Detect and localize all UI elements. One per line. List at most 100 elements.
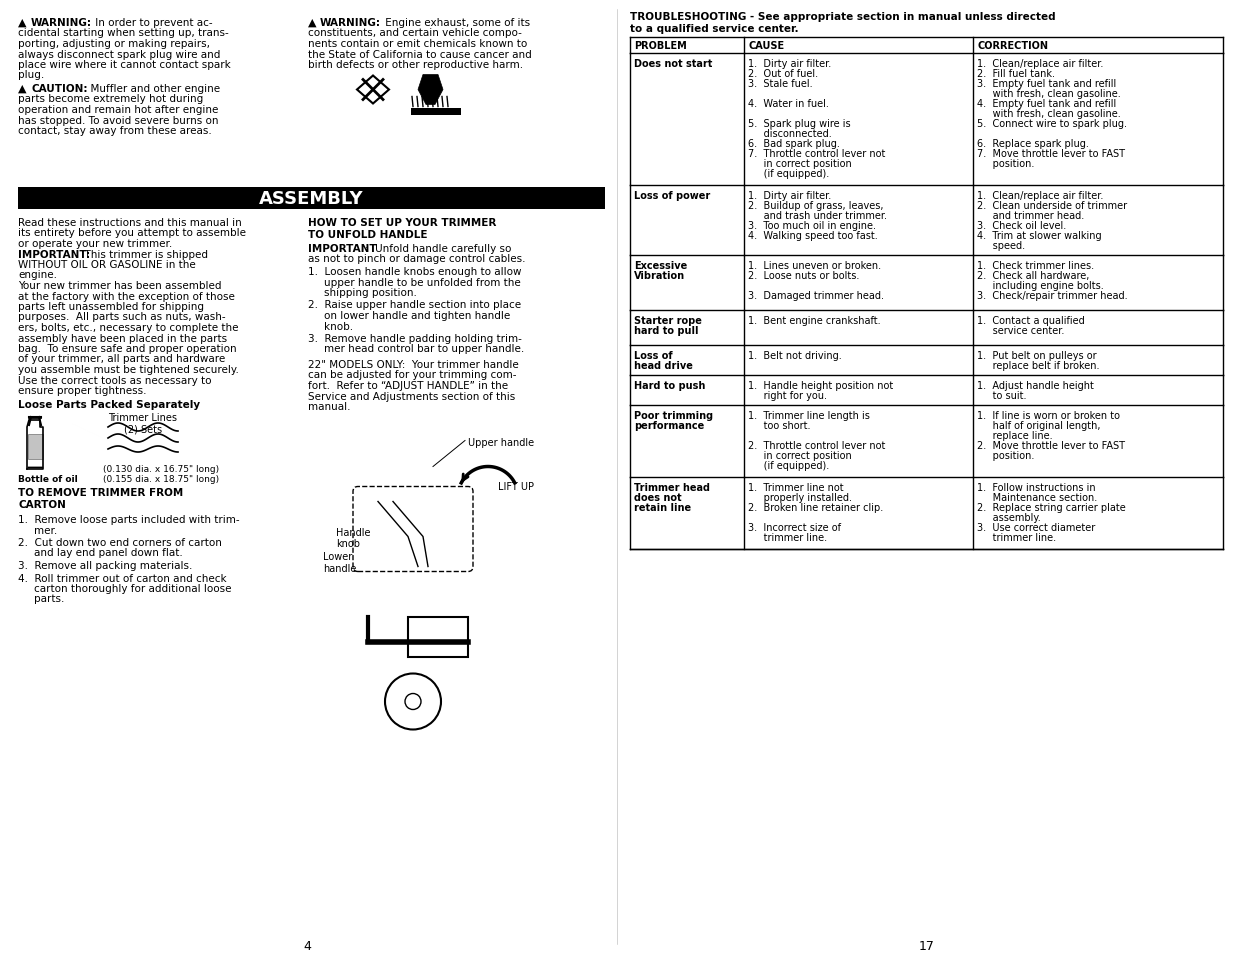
Text: service center.: service center.	[977, 326, 1065, 335]
Text: 3.  Use correct diameter: 3. Use correct diameter	[977, 522, 1095, 533]
Text: knob.: knob.	[324, 321, 353, 331]
Text: :  Unfold handle carefully so: : Unfold handle carefully so	[366, 244, 511, 253]
Text: 2.  Replace string carrier plate: 2. Replace string carrier plate	[977, 502, 1126, 513]
Text: position.: position.	[977, 451, 1035, 460]
Polygon shape	[417, 75, 443, 106]
Text: This trimmer is shipped: This trimmer is shipped	[78, 250, 207, 259]
Text: 2.  Raise upper handle section into place: 2. Raise upper handle section into place	[308, 300, 521, 310]
Text: contact, stay away from these areas.: contact, stay away from these areas.	[19, 126, 211, 136]
Text: 3.  Check oil level.: 3. Check oil level.	[977, 221, 1066, 231]
Text: trimmer line.: trimmer line.	[748, 533, 827, 542]
Text: 2.  Buildup of grass, leaves,: 2. Buildup of grass, leaves,	[748, 201, 883, 211]
Text: or operate your new trimmer.: or operate your new trimmer.	[19, 239, 172, 249]
Text: 2.  Throttle control lever not: 2. Throttle control lever not	[748, 440, 885, 451]
Text: Loss of: Loss of	[634, 351, 673, 360]
Text: 2.  Move throttle lever to FAST: 2. Move throttle lever to FAST	[977, 440, 1125, 451]
Text: Excessive: Excessive	[634, 261, 687, 271]
Text: 1.  Handle height position not: 1. Handle height position not	[748, 380, 893, 391]
Text: Engine exhaust, some of its: Engine exhaust, some of its	[382, 18, 530, 28]
Text: CORRECTION: CORRECTION	[977, 41, 1049, 51]
Text: 1.  Clean/replace air filter.: 1. Clean/replace air filter.	[977, 191, 1103, 201]
Text: (if equipped).: (if equipped).	[748, 169, 829, 179]
Text: 4: 4	[303, 939, 311, 952]
Text: half of original length,: half of original length,	[977, 420, 1100, 431]
Text: fort.  Refer to “ADJUST HANDLE” in the: fort. Refer to “ADJUST HANDLE” in the	[308, 380, 508, 391]
Text: TO REMOVE TRIMMER FROM: TO REMOVE TRIMMER FROM	[19, 488, 183, 497]
Text: 4.  Roll trimmer out of carton and check: 4. Roll trimmer out of carton and check	[19, 573, 227, 583]
Text: too short.: too short.	[748, 420, 810, 431]
Text: ASSEMBLY: ASSEMBLY	[259, 190, 364, 208]
Text: 1.  Check trimmer lines.: 1. Check trimmer lines.	[977, 261, 1094, 271]
Text: and lay end panel down flat.: and lay end panel down flat.	[35, 548, 183, 558]
Text: in correct position: in correct position	[748, 159, 852, 169]
Text: upper handle to be unfolded from the: upper handle to be unfolded from the	[324, 277, 521, 287]
Text: 6.  Replace spark plug.: 6. Replace spark plug.	[977, 139, 1089, 149]
Text: its entirety before you attempt to assemble: its entirety before you attempt to assem…	[19, 229, 246, 238]
Text: WARNING:: WARNING:	[31, 18, 91, 28]
Text: operation and remain hot after engine: operation and remain hot after engine	[19, 105, 219, 115]
Text: replace line.: replace line.	[977, 431, 1052, 440]
Text: ▲: ▲	[19, 18, 26, 28]
Text: speed.: speed.	[977, 241, 1025, 251]
Text: Poor trimming: Poor trimming	[634, 411, 713, 420]
Text: 17: 17	[919, 939, 935, 952]
Text: 1.  Bent engine crankshaft.: 1. Bent engine crankshaft.	[748, 315, 881, 326]
Text: 3.  Too much oil in engine.: 3. Too much oil in engine.	[748, 221, 876, 231]
Text: trimmer line.: trimmer line.	[977, 533, 1056, 542]
Text: retain line: retain line	[634, 502, 692, 513]
Text: 1.  Put belt on pulleys or: 1. Put belt on pulleys or	[977, 351, 1097, 360]
Text: 7.  Move throttle lever to FAST: 7. Move throttle lever to FAST	[977, 149, 1125, 159]
Bar	[411, 109, 461, 115]
Text: position.: position.	[977, 159, 1035, 169]
Text: 3.  Incorrect size of: 3. Incorrect size of	[748, 522, 841, 533]
Text: 1.  Trimmer line length is: 1. Trimmer line length is	[748, 411, 869, 420]
Text: ers, bolts, etc., necessary to complete the: ers, bolts, etc., necessary to complete …	[19, 323, 238, 333]
Text: 3.  Remove all packing materials.: 3. Remove all packing materials.	[19, 560, 193, 571]
Text: engine.: engine.	[19, 271, 57, 280]
Text: with fresh, clean gasoline.: with fresh, clean gasoline.	[977, 89, 1120, 99]
Text: CAUTION:: CAUTION:	[31, 84, 88, 94]
Text: assembly.: assembly.	[977, 513, 1041, 522]
Bar	[408, 617, 468, 657]
Text: replace belt if broken.: replace belt if broken.	[977, 360, 1099, 371]
Text: Service and Adjustments section of this: Service and Adjustments section of this	[308, 391, 515, 401]
Text: performance: performance	[634, 420, 704, 431]
Text: 3.  Damaged trimmer head.: 3. Damaged trimmer head.	[748, 291, 884, 301]
Text: Hard to push: Hard to push	[634, 380, 705, 391]
Text: ▲: ▲	[308, 18, 316, 28]
Text: (0.130 dia. x 16.75" long): (0.130 dia. x 16.75" long)	[103, 464, 219, 474]
Text: assembly have been placed in the parts: assembly have been placed in the parts	[19, 334, 227, 343]
Text: 4.  Empty fuel tank and refill: 4. Empty fuel tank and refill	[977, 99, 1116, 109]
Text: 4.  Trim at slower walking: 4. Trim at slower walking	[977, 231, 1102, 241]
Text: 5.  Spark plug wire is: 5. Spark plug wire is	[748, 119, 851, 129]
Text: 3.  Stale fuel.: 3. Stale fuel.	[748, 79, 813, 89]
Bar	[19, 188, 605, 210]
Text: porting, adjusting or making repairs,: porting, adjusting or making repairs,	[19, 39, 210, 49]
Text: 1.  Adjust handle height: 1. Adjust handle height	[977, 380, 1094, 391]
Text: at the factory with the exception of those: at the factory with the exception of tho…	[19, 292, 235, 301]
Text: 3.  Empty fuel tank and refill: 3. Empty fuel tank and refill	[977, 79, 1116, 89]
Text: does not: does not	[634, 493, 682, 502]
Text: 3.  Remove handle padding holding trim-: 3. Remove handle padding holding trim-	[308, 334, 522, 344]
Text: Trimmer head: Trimmer head	[634, 482, 710, 493]
Text: Muffler and other engine: Muffler and other engine	[84, 84, 220, 94]
Text: CARTON: CARTON	[19, 499, 65, 510]
Text: plug.: plug.	[19, 71, 44, 80]
Text: carton thoroughly for additional loose: carton thoroughly for additional loose	[35, 583, 231, 594]
Text: ▲: ▲	[19, 84, 26, 94]
Text: purposes.  All parts such as nuts, wash-: purposes. All parts such as nuts, wash-	[19, 313, 226, 322]
Text: Loose Parts Packed Separately: Loose Parts Packed Separately	[19, 400, 200, 410]
Text: right for you.: right for you.	[748, 391, 827, 400]
Text: birth defects or other reproductive harm.: birth defects or other reproductive harm…	[308, 60, 524, 70]
Text: as not to pinch or damage control cables.: as not to pinch or damage control cables…	[308, 254, 526, 264]
Text: WARNING:: WARNING:	[320, 18, 382, 28]
Text: shipping position.: shipping position.	[324, 288, 417, 297]
Text: of your trimmer, all parts and hardware: of your trimmer, all parts and hardware	[19, 355, 225, 364]
Text: parts.: parts.	[35, 594, 64, 604]
Text: Trimmer Lines
(2) Sets: Trimmer Lines (2) Sets	[109, 413, 178, 435]
Text: 22" MODELS ONLY:  Your trimmer handle: 22" MODELS ONLY: Your trimmer handle	[308, 359, 519, 370]
Text: bag.  To ensure safe and proper operation: bag. To ensure safe and proper operation	[19, 344, 237, 354]
Text: 1.  Remove loose parts included with trim-: 1. Remove loose parts included with trim…	[19, 515, 240, 524]
Text: to a qualified service center.: to a qualified service center.	[630, 24, 799, 34]
Text: to suit.: to suit.	[977, 391, 1026, 400]
